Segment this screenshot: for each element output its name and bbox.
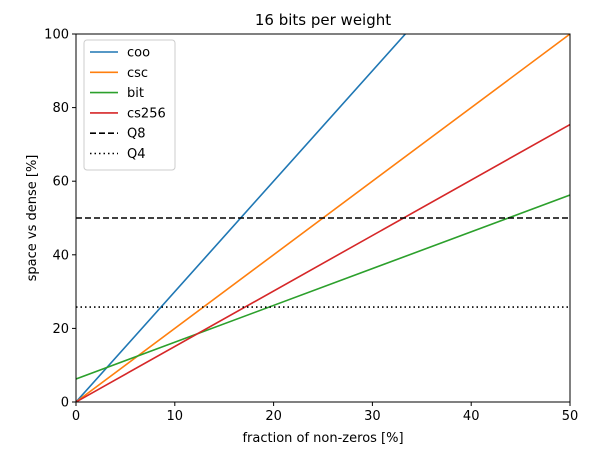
legend-label-coo: coo — [127, 46, 150, 61]
series-line-bit — [76, 194, 570, 380]
y-axis: 0 20 40 60 80 100 — [44, 28, 76, 411]
plot-frame — [75, 33, 571, 403]
x-tick-label: 40 — [463, 409, 480, 424]
y-tick-label: 20 — [52, 322, 69, 337]
chart-title: 16 bits per weight — [255, 11, 391, 29]
legend-label-q8: Q8 — [127, 127, 146, 142]
y-tick-label: 100 — [44, 28, 69, 43]
legend-label-bit: bit — [127, 86, 144, 101]
x-axis: 0 10 20 30 40 50 — [72, 402, 578, 424]
x-tick-label: 20 — [265, 409, 282, 424]
series-layer — [76, 34, 570, 402]
y-axis-label: space vs dense [%] — [25, 155, 40, 282]
y-tick-label: 0 — [61, 396, 69, 411]
x-tick-label: 10 — [167, 409, 184, 424]
x-tick-label: 0 — [72, 409, 80, 424]
x-axis-label: fraction of non-zeros [%] — [242, 431, 403, 446]
y-tick-label: 80 — [52, 101, 69, 116]
x-tick-label: 50 — [562, 409, 579, 424]
series-line-cs256 — [76, 123, 570, 402]
y-tick-label: 60 — [52, 175, 69, 190]
series-line-coo — [76, 34, 407, 402]
legend-label-q4: Q4 — [127, 147, 146, 162]
legend-label-cs256: cs256 — [127, 106, 166, 121]
x-tick-label: 30 — [364, 409, 381, 424]
legend: coo csc bit cs256 Q8 Q4 — [83, 39, 176, 171]
y-tick-label: 40 — [52, 248, 69, 263]
legend-label-csc: csc — [127, 66, 148, 81]
